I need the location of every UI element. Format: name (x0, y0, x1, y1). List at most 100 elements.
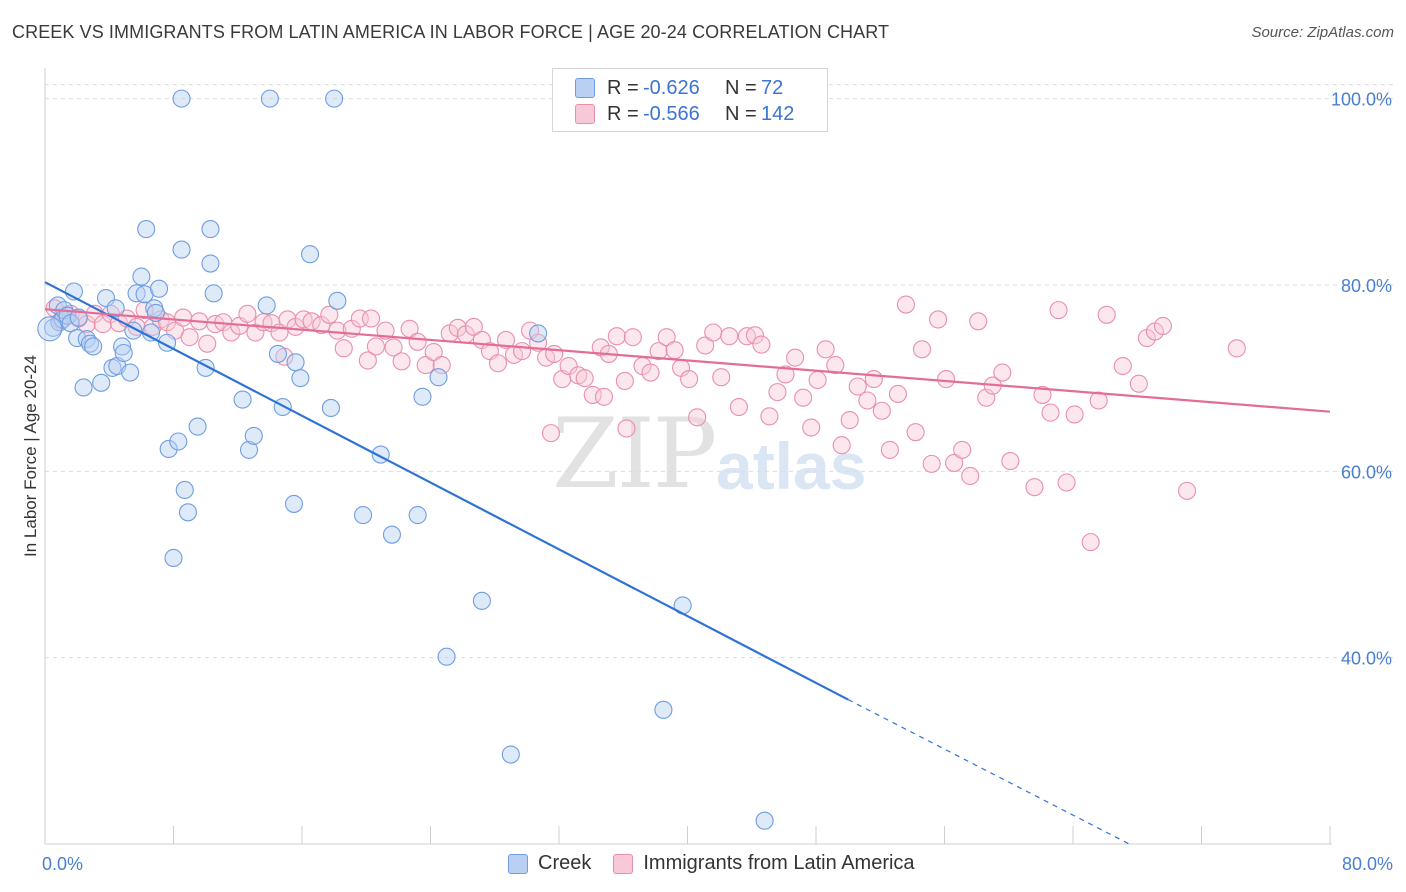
creek-point (268, 344, 287, 363)
latin-point (760, 407, 779, 426)
latin-point (945, 453, 964, 472)
latin-point (1033, 385, 1052, 404)
creek-point (233, 390, 252, 409)
legend-row-creek: R = -0.626 N = 72 (575, 76, 783, 100)
latin-point (922, 454, 941, 473)
creek-point (80, 334, 100, 353)
latin-point (408, 332, 427, 351)
latin-point (912, 340, 932, 359)
latin-point (496, 330, 516, 349)
creek-point (69, 308, 88, 327)
creek-point (37, 316, 63, 342)
latin-point (545, 344, 564, 363)
creek-point (382, 525, 402, 544)
watermark-atlas: atlas (716, 429, 867, 503)
latin-point (1041, 403, 1060, 422)
creek-point (429, 368, 448, 387)
latin-point (1049, 301, 1068, 320)
creek-point (291, 369, 310, 388)
creek-point (201, 254, 220, 273)
creek-points (37, 89, 774, 830)
creek-point (106, 299, 125, 318)
creek-point (286, 353, 305, 372)
y-tick-label: 80.0% (1341, 276, 1392, 296)
legend-item-latin: Immigrants from Latin America (613, 852, 915, 875)
latin-point (1089, 391, 1108, 410)
latin-point (665, 341, 684, 360)
creek-point (164, 548, 183, 568)
latin-point (745, 326, 765, 345)
creek-point (159, 439, 178, 459)
latin-point (594, 387, 614, 406)
creek-point (178, 503, 198, 522)
latin-point (906, 423, 925, 442)
latin-point (1129, 374, 1148, 393)
creek-point (353, 506, 373, 525)
legend-r-label: R = (607, 102, 639, 125)
latin-point (826, 356, 845, 375)
latin-point (376, 321, 395, 340)
legend-n-value: 72 (761, 76, 784, 99)
creek-point (328, 291, 347, 310)
creek-point (413, 387, 432, 406)
latin-point (362, 309, 381, 328)
creek-point (284, 494, 304, 513)
creek-swatch (508, 853, 528, 874)
latin-point (1025, 478, 1044, 497)
latin-point (180, 328, 199, 347)
creek-point (113, 337, 132, 356)
series-legend: Creek Immigrants from Latin America (508, 852, 937, 875)
legend-r-value: -0.626 (643, 76, 700, 99)
creek-point (114, 343, 133, 363)
latin-point (720, 327, 739, 346)
latin-point (366, 337, 385, 356)
creek-trendline (44, 281, 849, 701)
creek-point (257, 296, 276, 315)
creek-point (321, 398, 340, 418)
latin-point (808, 370, 827, 390)
chart-title: CREEK VS IMMIGRANTS FROM LATIN AMERICA I… (12, 22, 890, 42)
latin-point (1113, 356, 1132, 376)
latin-swatch (613, 853, 634, 874)
latin-point (575, 369, 594, 388)
creek-point (204, 284, 223, 303)
creek-point (137, 220, 156, 239)
latin-point (688, 408, 707, 427)
creek-point (239, 440, 259, 459)
creek-point (244, 426, 263, 445)
creek-point (132, 267, 151, 286)
latin-point (174, 308, 193, 327)
creek-trendline-extension (847, 699, 1130, 845)
creek-point (501, 745, 520, 764)
latin-point (641, 363, 660, 382)
latin-point (768, 383, 787, 402)
y-tick-label: 40.0% (1341, 649, 1392, 669)
chart-source: Source: ZipAtlas.com (1251, 24, 1394, 41)
latin-swatch (575, 104, 595, 124)
creek-point (260, 89, 279, 108)
latin-point (832, 436, 851, 455)
latin-point (1081, 533, 1100, 552)
creek-point (175, 480, 194, 500)
latin-point (1153, 316, 1172, 336)
latin-point (416, 356, 435, 375)
creek-point (273, 397, 292, 417)
latin-point (198, 334, 217, 353)
creek-point (149, 279, 169, 298)
latin-point (1057, 473, 1076, 492)
creek-point (172, 240, 191, 259)
creek-point (529, 324, 548, 343)
latin-point (513, 342, 532, 361)
latin-point (432, 356, 451, 375)
creek-point (654, 700, 673, 719)
latin-point (872, 401, 891, 420)
x-tick-label: 80.0% (1342, 854, 1393, 874)
latin-point (541, 424, 561, 443)
y-axis-label: In Labor Force | Age 20-24 (21, 355, 40, 557)
latin-point (937, 370, 956, 389)
creek-point (472, 591, 491, 610)
latin-point (623, 328, 642, 347)
latin-point (864, 370, 883, 389)
latin-point (464, 317, 483, 336)
